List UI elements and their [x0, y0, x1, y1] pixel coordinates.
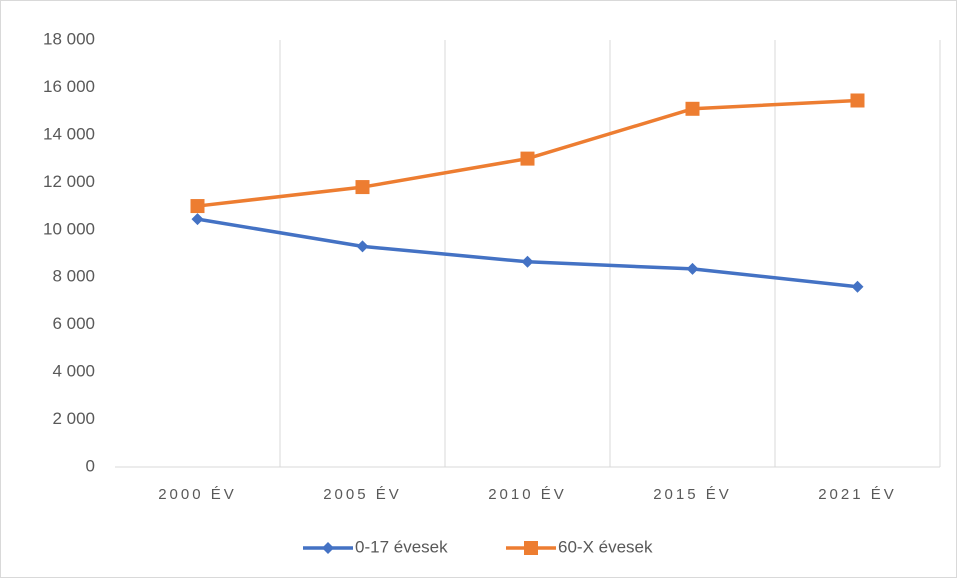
y-tick-label: 8 000	[52, 267, 95, 286]
data-point	[355, 180, 370, 195]
y-tick-label: 18 000	[43, 29, 95, 48]
y-tick-label: 14 000	[43, 124, 95, 143]
legend-label: 0-17 évesek	[355, 537, 448, 556]
legend-label: 60-X évesek	[558, 537, 653, 556]
x-tick-label: 2000 ÉV	[158, 486, 237, 503]
data-point	[521, 255, 534, 268]
data-point	[850, 93, 865, 108]
data-point	[191, 213, 204, 226]
data-point	[685, 101, 700, 116]
legend-marker	[524, 541, 538, 555]
x-tick-label: 2005 ÉV	[323, 486, 402, 503]
y-tick-label: 4 000	[52, 362, 95, 381]
y-tick-label: 2 000	[52, 409, 95, 428]
data-point	[686, 262, 699, 275]
data-point	[190, 199, 205, 214]
y-tick-label: 10 000	[43, 219, 95, 238]
x-tick-label: 2015 ÉV	[653, 486, 732, 503]
x-tick-label: 2010 ÉV	[488, 486, 567, 503]
y-tick-label: 12 000	[43, 172, 95, 191]
x-tick-label: 2021 ÉV	[818, 486, 897, 503]
y-tick-label: 6 000	[52, 314, 95, 333]
y-tick-label: 0	[86, 456, 95, 475]
data-point	[356, 240, 369, 253]
data-point	[520, 151, 535, 166]
y-tick-label: 16 000	[43, 77, 95, 96]
data-point	[851, 280, 864, 293]
legend-marker	[322, 542, 334, 554]
